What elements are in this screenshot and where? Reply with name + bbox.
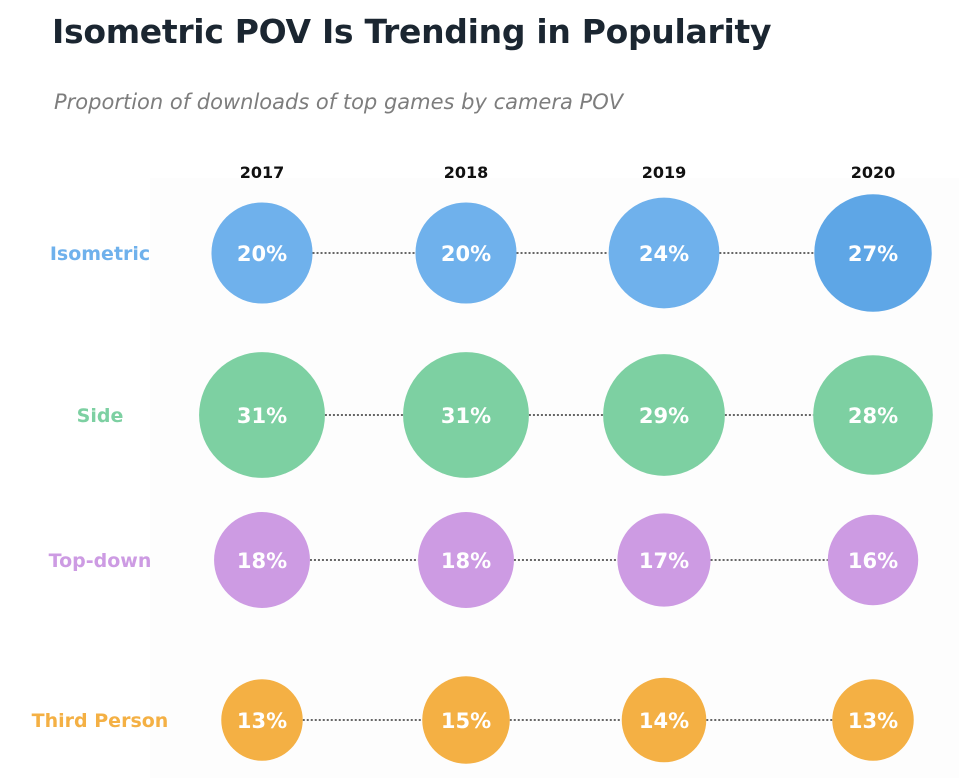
row-label-third-person: Third Person	[32, 710, 169, 732]
bubble-label-side-2018: 31%	[441, 404, 491, 428]
bubble-third-person-2019	[621, 677, 707, 763]
bubble-side-2020	[813, 355, 933, 475]
row-label-side: Side	[77, 405, 124, 427]
bubble-label-third-person-2018: 15%	[441, 709, 491, 733]
bubble-third-person-2018	[422, 676, 510, 764]
bubble-label-top-down-2018: 18%	[441, 549, 491, 573]
bubble-label-isometric-2020: 27%	[848, 242, 898, 266]
year-label-2018: 2018	[444, 163, 489, 182]
bubble-label-isometric-2018: 20%	[441, 242, 491, 266]
bubble-label-isometric-2019: 24%	[639, 242, 689, 266]
year-label-2019: 2019	[642, 163, 687, 182]
bubble-third-person-2020	[832, 679, 914, 761]
chart-title: Isometric POV Is Trending in Popularity	[52, 12, 772, 51]
bubble-label-third-person-2020: 13%	[848, 709, 898, 733]
bubble-side-2017	[199, 352, 325, 478]
year-label-2020: 2020	[851, 163, 896, 182]
row-label-isometric: Isometric	[50, 243, 150, 265]
bubble-label-third-person-2017: 13%	[237, 709, 287, 733]
bubble-label-side-2019: 29%	[639, 404, 689, 428]
bubble-label-side-2020: 28%	[848, 404, 898, 428]
bubble-label-side-2017: 31%	[237, 404, 287, 428]
bubble-third-person-2017	[221, 679, 303, 761]
bubble-label-top-down-2017: 18%	[237, 549, 287, 573]
bubble-side-2019	[603, 354, 725, 476]
bubble-isometric-2019	[608, 197, 720, 309]
bubble-label-top-down-2020: 16%	[848, 549, 898, 573]
bubble-isometric-2017	[211, 202, 313, 304]
bubble-top-down-2019	[617, 513, 711, 607]
bubble-side-2018	[403, 352, 529, 478]
bubble-isometric-2020	[814, 194, 932, 312]
bubble-label-third-person-2019: 14%	[639, 709, 689, 733]
year-label-2017: 2017	[240, 163, 285, 182]
chart-subtitle: Proportion of downloads of top games by …	[54, 90, 624, 114]
bubble-label-isometric-2017: 20%	[237, 242, 287, 266]
bubble-isometric-2018	[415, 202, 517, 304]
bubble-label-top-down-2019: 17%	[639, 549, 689, 573]
bubble-top-down-2020	[827, 514, 919, 606]
bubble-top-down-2017	[214, 512, 310, 608]
bubble-top-down-2018	[418, 512, 514, 608]
row-label-top-down: Top-down	[49, 550, 152, 572]
